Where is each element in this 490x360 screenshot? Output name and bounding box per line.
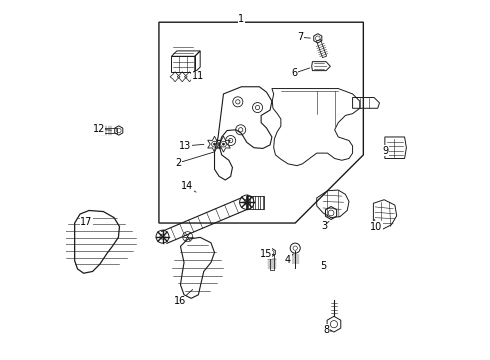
Text: 4: 4 <box>285 255 291 265</box>
Text: 1: 1 <box>238 14 245 24</box>
Text: 9: 9 <box>383 145 389 156</box>
Circle shape <box>214 143 216 145</box>
Text: 8: 8 <box>324 325 330 335</box>
Text: 10: 10 <box>370 222 382 231</box>
Text: 17: 17 <box>80 217 93 227</box>
Text: 15: 15 <box>260 248 272 258</box>
Text: 11: 11 <box>192 71 204 81</box>
Text: 13: 13 <box>179 141 191 151</box>
Circle shape <box>222 143 224 145</box>
Text: 12: 12 <box>93 124 105 134</box>
Text: 16: 16 <box>173 296 186 306</box>
Text: 7: 7 <box>297 32 304 42</box>
Text: 5: 5 <box>320 261 326 271</box>
Text: 3: 3 <box>321 221 327 231</box>
Text: 6: 6 <box>292 68 297 78</box>
Text: 14: 14 <box>181 181 193 192</box>
Text: 2: 2 <box>175 158 182 168</box>
